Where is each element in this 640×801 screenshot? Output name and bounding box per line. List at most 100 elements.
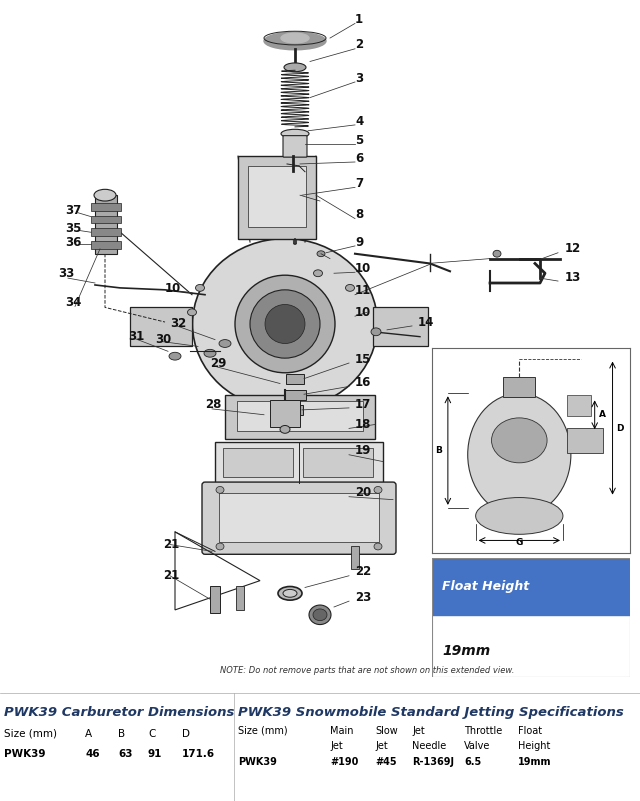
Text: 10: 10 xyxy=(355,306,371,319)
Text: 171.6: 171.6 xyxy=(182,749,215,759)
Text: Jet: Jet xyxy=(375,741,388,751)
Text: Main: Main xyxy=(330,726,353,736)
Bar xyxy=(91,241,121,249)
Text: 18: 18 xyxy=(355,418,371,431)
Bar xyxy=(237,401,363,431)
Bar xyxy=(303,448,373,477)
Text: 23: 23 xyxy=(355,590,371,604)
Text: 7: 7 xyxy=(355,177,363,190)
Text: 28: 28 xyxy=(205,398,221,412)
Text: 37: 37 xyxy=(65,204,81,217)
Bar xyxy=(351,545,359,569)
Bar xyxy=(567,428,603,453)
Text: C: C xyxy=(148,729,156,739)
Ellipse shape xyxy=(309,605,331,625)
Text: 46: 46 xyxy=(85,749,100,759)
Text: 34: 34 xyxy=(65,296,81,309)
Bar xyxy=(210,586,220,613)
Text: 30: 30 xyxy=(155,333,172,346)
Text: A: A xyxy=(85,729,92,739)
Ellipse shape xyxy=(250,290,320,358)
Ellipse shape xyxy=(476,497,563,534)
Ellipse shape xyxy=(371,328,381,336)
Ellipse shape xyxy=(314,270,323,276)
Ellipse shape xyxy=(493,250,501,257)
Text: 21: 21 xyxy=(163,570,179,582)
Text: B: B xyxy=(435,446,442,455)
Ellipse shape xyxy=(313,609,327,621)
Text: Throttle: Throttle xyxy=(464,726,502,736)
Text: PWK39 Snowmobile Standard Jetting Specifications: PWK39 Snowmobile Standard Jetting Specif… xyxy=(238,706,624,718)
Text: 14: 14 xyxy=(418,316,435,328)
Text: 21: 21 xyxy=(163,538,179,551)
Ellipse shape xyxy=(374,543,382,550)
Text: Valve: Valve xyxy=(464,741,490,751)
Text: 91: 91 xyxy=(148,749,163,759)
Text: B: B xyxy=(118,729,125,739)
Bar xyxy=(373,308,428,346)
Bar xyxy=(91,203,121,211)
Bar xyxy=(432,558,630,615)
Ellipse shape xyxy=(193,239,378,409)
Text: 3: 3 xyxy=(355,71,363,85)
Ellipse shape xyxy=(346,284,355,292)
Bar xyxy=(130,308,192,346)
Text: 19mm: 19mm xyxy=(518,757,552,767)
Text: PWK39: PWK39 xyxy=(238,757,277,767)
Text: 10: 10 xyxy=(165,283,181,296)
Text: G: G xyxy=(516,537,523,546)
Bar xyxy=(286,374,304,384)
Text: D: D xyxy=(182,729,190,739)
Text: 63: 63 xyxy=(118,749,132,759)
Ellipse shape xyxy=(219,340,231,348)
Text: 4: 4 xyxy=(355,115,364,127)
Ellipse shape xyxy=(216,543,224,550)
Bar xyxy=(219,493,379,541)
Text: A: A xyxy=(598,410,605,419)
Text: 2: 2 xyxy=(355,38,363,51)
Text: 6.5: 6.5 xyxy=(464,757,481,767)
Bar xyxy=(238,156,316,239)
Text: 10: 10 xyxy=(355,262,371,275)
Text: 22: 22 xyxy=(355,566,371,578)
Ellipse shape xyxy=(281,129,309,138)
FancyBboxPatch shape xyxy=(283,135,307,157)
Ellipse shape xyxy=(280,425,290,433)
Text: 17: 17 xyxy=(355,397,371,410)
Text: 31: 31 xyxy=(128,330,144,343)
Text: 8: 8 xyxy=(355,208,364,221)
Text: #45: #45 xyxy=(375,757,397,767)
Ellipse shape xyxy=(281,33,309,43)
Bar xyxy=(287,405,303,415)
Text: 6: 6 xyxy=(355,151,364,164)
Text: Jet: Jet xyxy=(412,726,425,736)
Ellipse shape xyxy=(278,586,302,600)
Text: Float: Float xyxy=(518,726,542,736)
Text: Size (mm): Size (mm) xyxy=(238,726,287,736)
Bar xyxy=(91,215,121,223)
Text: Jet: Jet xyxy=(330,741,343,751)
Text: Height: Height xyxy=(518,741,550,751)
Text: 15: 15 xyxy=(355,352,371,365)
Text: R-1369J: R-1369J xyxy=(412,757,454,767)
Text: 33: 33 xyxy=(58,267,74,280)
Bar xyxy=(215,442,383,483)
Ellipse shape xyxy=(216,486,224,493)
Ellipse shape xyxy=(265,304,305,344)
Ellipse shape xyxy=(492,418,547,463)
Text: 11: 11 xyxy=(355,284,371,297)
Ellipse shape xyxy=(374,486,382,493)
FancyBboxPatch shape xyxy=(202,482,396,554)
Text: Needle: Needle xyxy=(412,741,446,751)
Polygon shape xyxy=(290,171,300,244)
Text: Size (mm): Size (mm) xyxy=(4,729,57,739)
Ellipse shape xyxy=(169,352,181,360)
Text: 32: 32 xyxy=(170,317,186,331)
Text: PWK39 Carburetor Dimensions: PWK39 Carburetor Dimensions xyxy=(4,706,234,718)
Ellipse shape xyxy=(284,63,306,72)
Text: 19mm: 19mm xyxy=(442,644,490,658)
Bar xyxy=(284,390,306,400)
Ellipse shape xyxy=(195,284,205,292)
Text: 9: 9 xyxy=(355,235,364,248)
Ellipse shape xyxy=(264,32,326,50)
